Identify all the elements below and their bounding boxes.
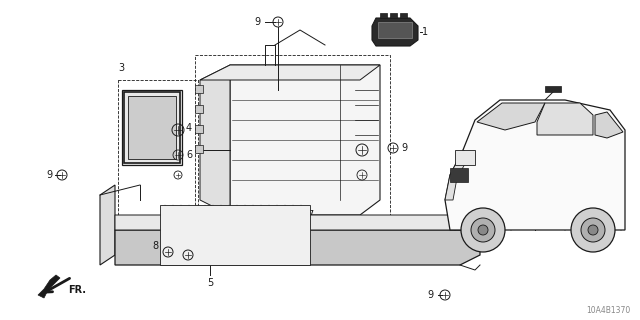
Polygon shape [537,103,593,135]
Polygon shape [200,65,380,80]
Bar [380,13,387,18]
Circle shape [588,225,598,235]
Text: 3: 3 [118,63,124,73]
Polygon shape [477,103,545,130]
Text: 8: 8 [172,255,178,265]
Circle shape [478,225,488,235]
Bar [545,86,561,92]
Text: 1: 1 [422,27,428,37]
Bar [195,145,203,153]
Bar [195,125,203,133]
Circle shape [581,218,605,242]
Bar [400,13,407,18]
Bar [455,150,475,165]
Polygon shape [378,22,412,38]
Polygon shape [445,100,625,230]
Text: 2: 2 [307,225,313,235]
Polygon shape [372,18,418,46]
Circle shape [461,208,505,252]
Text: 9: 9 [254,17,260,27]
Text: 9: 9 [401,143,407,153]
Polygon shape [115,230,480,265]
Text: FR.: FR. [68,285,86,295]
Text: 10A4B1370: 10A4B1370 [586,306,630,315]
Polygon shape [595,112,623,138]
Polygon shape [38,275,60,298]
Text: 8: 8 [152,241,158,251]
Polygon shape [200,65,230,215]
Bar [195,105,203,113]
Polygon shape [445,150,470,200]
Bar [128,96,176,159]
Text: 6: 6 [186,150,192,160]
Text: 7: 7 [307,210,313,220]
Text: 9: 9 [46,170,52,180]
Circle shape [571,208,615,252]
Bar [122,90,182,165]
Polygon shape [100,185,115,265]
Circle shape [471,218,495,242]
Polygon shape [160,205,310,265]
Text: 5: 5 [207,278,213,288]
Polygon shape [230,65,380,215]
Bar [124,92,180,163]
Text: 9: 9 [427,290,433,300]
Bar [450,168,468,182]
Bar [195,85,203,93]
Polygon shape [115,215,480,230]
Bar [390,13,397,18]
Text: 4: 4 [186,123,192,133]
